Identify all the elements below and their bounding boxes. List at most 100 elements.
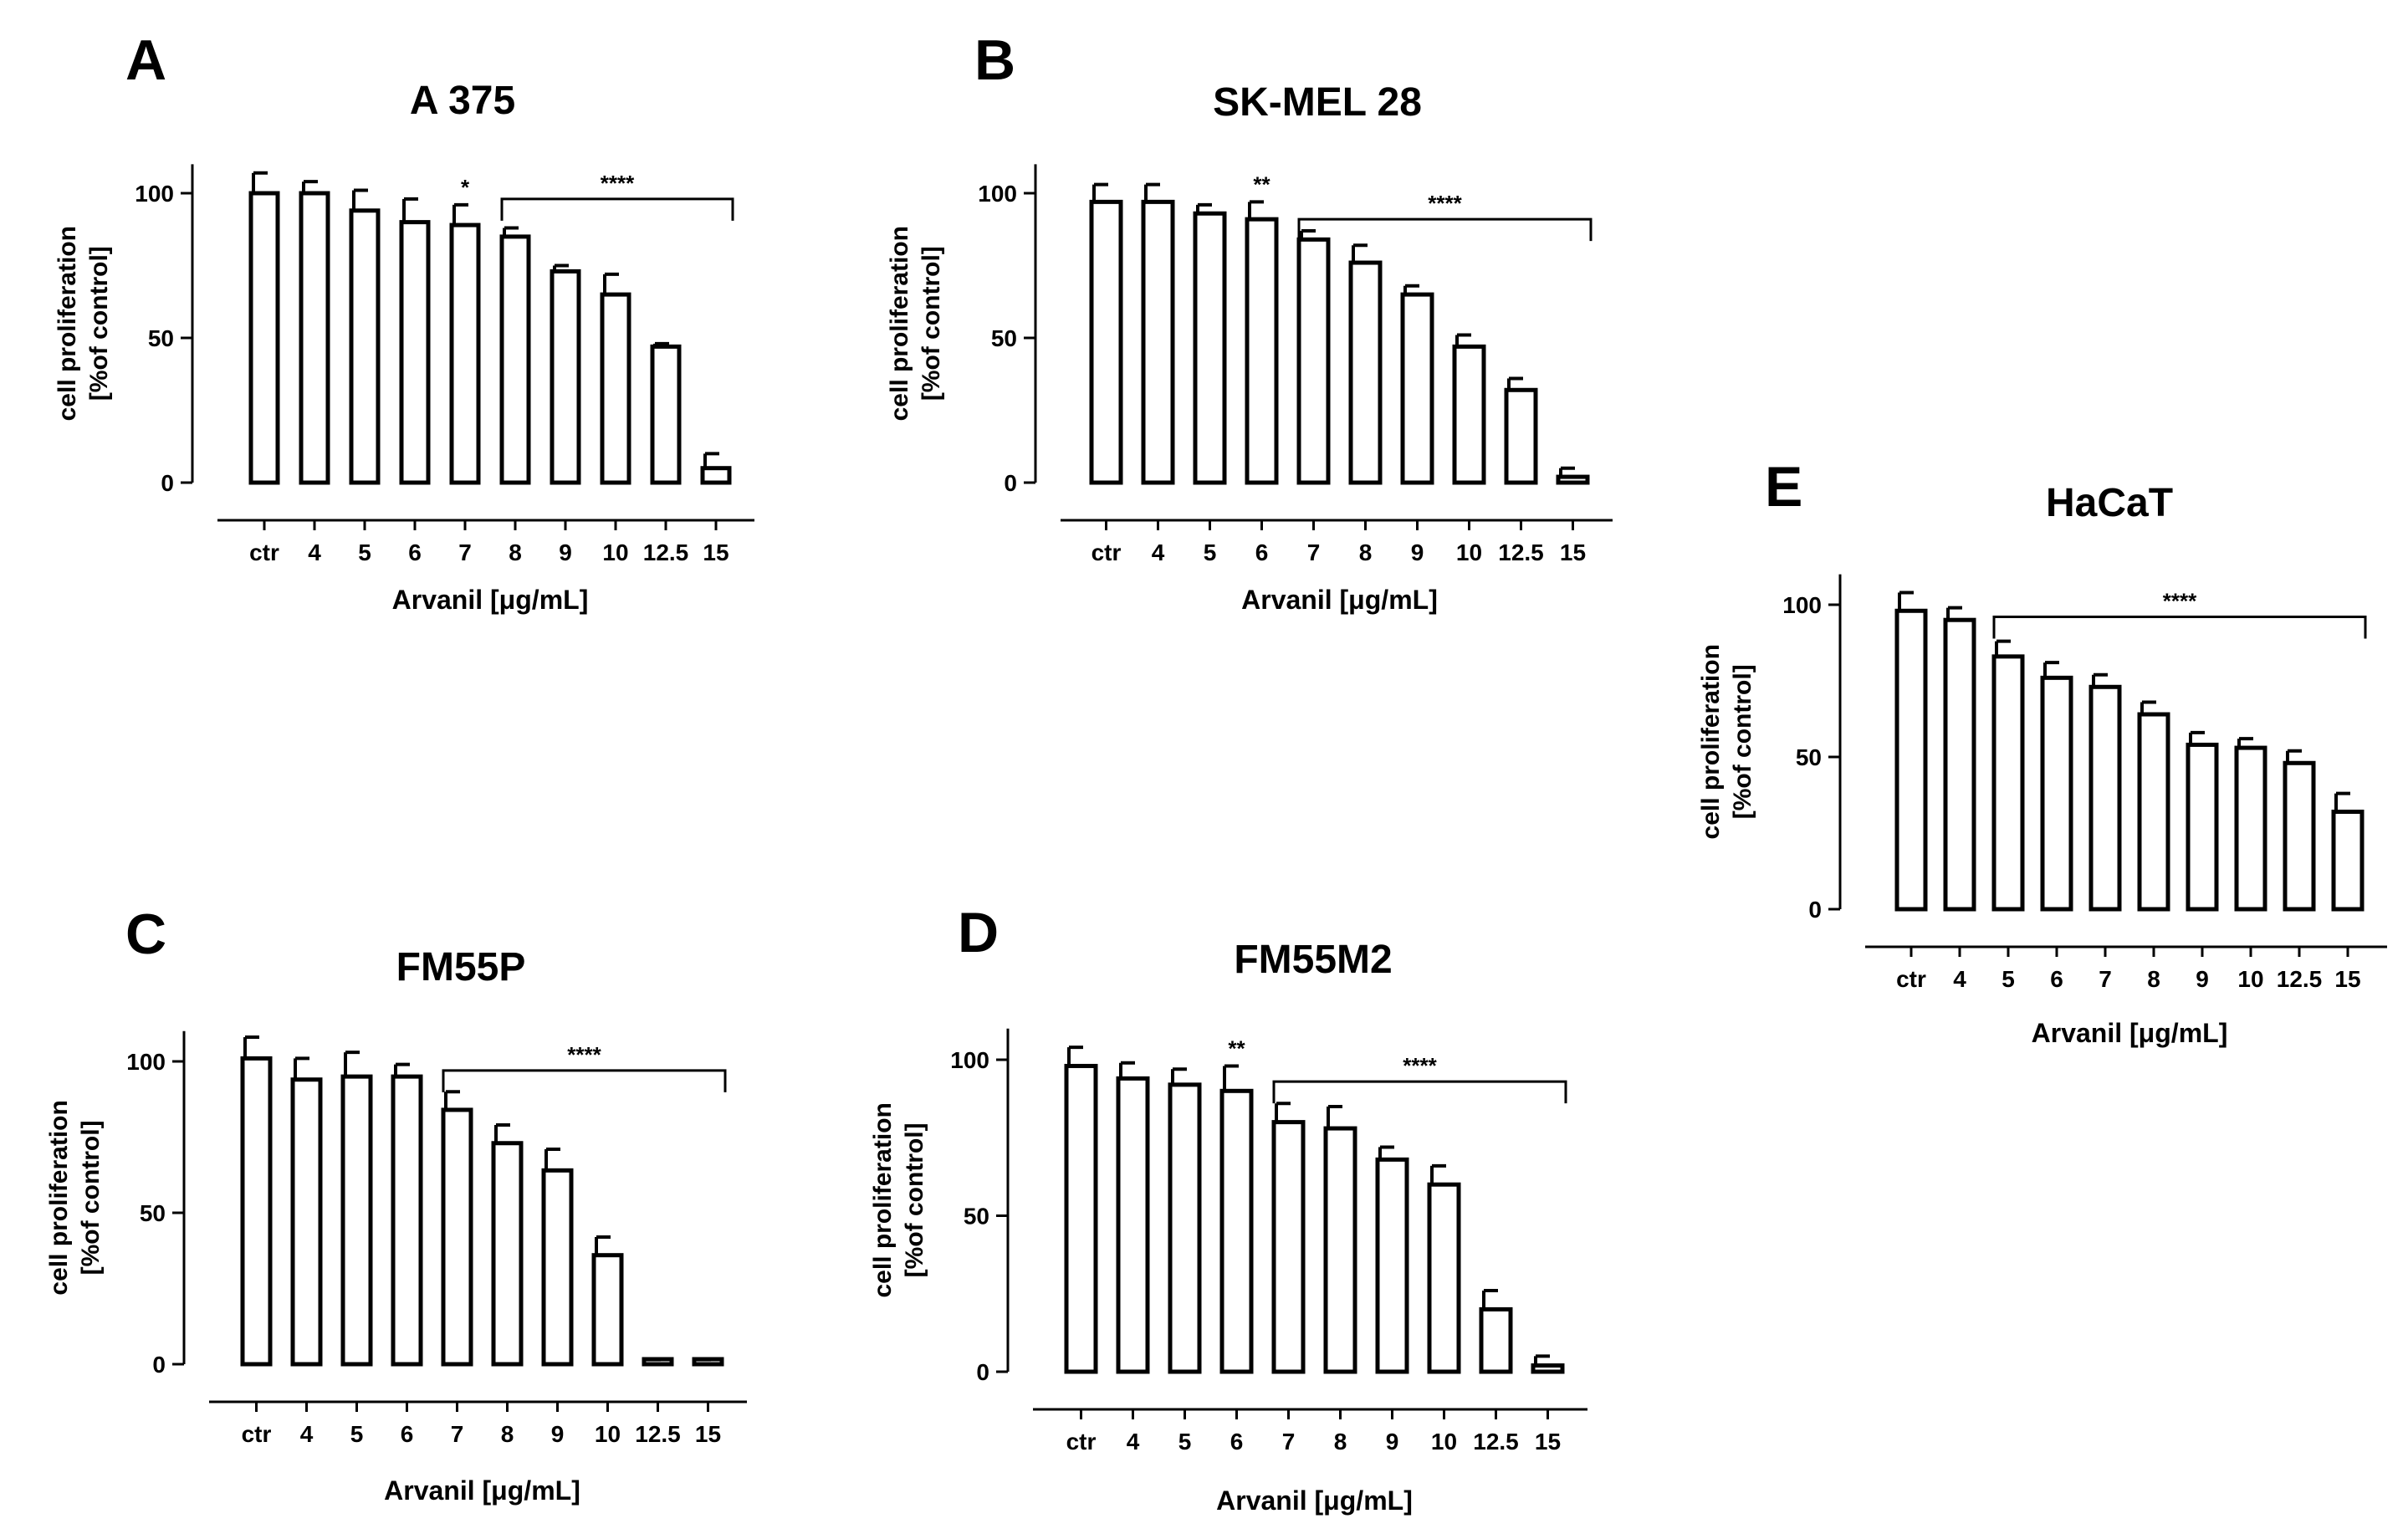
panel-letter: E	[1765, 455, 1802, 519]
bar	[1168, 1082, 1202, 1374]
bar	[550, 268, 581, 485]
x-tick-label: 7	[458, 539, 472, 565]
panel-letter: D	[958, 901, 999, 964]
x-tick-label: ctr	[1092, 539, 1122, 565]
x-tick-label: 12.5	[643, 539, 689, 565]
x-axis-label: Arvanil [μg/mL]	[1241, 585, 1438, 615]
x-axis-label: Arvanil [μg/mL]	[392, 585, 589, 615]
significance-bracket-label: ****	[567, 1042, 601, 1067]
x-tick-label: 10	[1431, 1429, 1457, 1455]
x-tick-label: 12.5	[1473, 1429, 1519, 1455]
bar	[1296, 237, 1331, 485]
bar	[491, 1141, 524, 1367]
significance-bracket-label: ****	[1428, 191, 1462, 216]
x-tick-label: 10	[602, 539, 628, 565]
significance-bracket	[1272, 1080, 1567, 1104]
y-tick-label: 50	[148, 325, 174, 351]
chart-title: A 375	[410, 79, 515, 123]
chart-panel-c: C FM55P 0 50 100 cell proliferation [%of contr…	[45, 902, 747, 1506]
x-tick-label: ctr	[249, 539, 279, 565]
x-tick-label: 15	[703, 539, 729, 565]
bar	[1245, 217, 1279, 485]
significance-star: *	[461, 175, 470, 200]
chart-title: FM55M2	[1234, 938, 1392, 982]
y-tick-label: 100	[1782, 592, 1822, 618]
bar	[2186, 742, 2219, 912]
bar	[1531, 1363, 1565, 1374]
x-tick-label: 5	[358, 539, 371, 565]
bar	[2331, 810, 2365, 912]
chart-panel-a: A A 375 0 50 100 cell proliferation [%of contr…	[54, 28, 754, 615]
bar	[1116, 1076, 1150, 1374]
x-tick-label: 12.5	[2277, 966, 2323, 992]
x-tick-label: 6	[1255, 539, 1269, 565]
significance-star: **	[1228, 1035, 1245, 1061]
chart-title: SK-MEL 28	[1213, 80, 1422, 125]
x-tick-label: 8	[1359, 539, 1373, 565]
y-axis-label: cell proliferation [%of control]	[1697, 644, 1756, 839]
x-tick-label: 6	[401, 1421, 414, 1447]
bar	[290, 1077, 323, 1367]
y-tick-label: 50	[991, 325, 1017, 351]
x-tick-label: 8	[2147, 966, 2160, 992]
x-tick-label: 10	[1456, 539, 1482, 565]
bar	[541, 1168, 574, 1367]
x-tick-label: 4	[1953, 966, 1966, 992]
x-axis-label: Arvanil [μg/mL]	[384, 1475, 580, 1506]
bar	[248, 191, 280, 485]
y-axis-label: cell proliferation [%of control]	[45, 1100, 105, 1295]
x-tick-label: 7	[451, 1421, 464, 1447]
y-axis-label-line2: [%of control]	[85, 246, 113, 401]
significance-star: **	[1253, 171, 1270, 197]
bar	[1219, 1088, 1254, 1374]
x-tick-label: 12.5	[635, 1421, 681, 1447]
x-axis-label: Arvanil [μg/mL]	[2032, 1018, 2228, 1048]
x-tick-label: 15	[1535, 1429, 1561, 1455]
significance-bracket-label: ****	[601, 171, 635, 196]
significance-bracket	[1992, 616, 2367, 639]
y-axis-label-line1: cell proliferation	[45, 1100, 73, 1295]
bar	[299, 191, 330, 485]
bar	[2234, 745, 2267, 912]
bar	[1556, 474, 1590, 485]
x-tick-label: 9	[1411, 539, 1424, 565]
bar	[1089, 199, 1123, 485]
bar	[441, 1107, 473, 1367]
bar	[1271, 1120, 1306, 1374]
bar	[2283, 760, 2316, 912]
x-tick-label: 15	[1560, 539, 1586, 565]
significance-bracket-label: ****	[2163, 589, 2197, 614]
y-axis-label: cell proliferation [%of control]	[54, 226, 113, 421]
bar	[1504, 387, 1538, 485]
x-tick-label: 9	[1386, 1429, 1399, 1455]
x-axis-label: Arvanil [μg/mL]	[1216, 1485, 1413, 1516]
bar	[1400, 292, 1434, 485]
y-tick-label: 100	[978, 181, 1017, 207]
x-tick-label: 7	[1282, 1429, 1296, 1455]
y-tick-label: 0	[1004, 470, 1017, 496]
y-axis-label-line1: cell proliferation	[869, 1102, 897, 1297]
chart-title: FM55P	[396, 945, 526, 989]
x-tick-label: 6	[1230, 1429, 1244, 1455]
y-tick-label: 100	[126, 1049, 166, 1075]
y-tick-label: 100	[950, 1047, 989, 1073]
bar	[2040, 675, 2073, 912]
y-axis-label-line2: [%of control]	[901, 1122, 928, 1277]
significance-bracket	[500, 197, 734, 221]
y-axis-label-line2: [%of control]	[77, 1120, 105, 1275]
x-tick-label: 7	[2099, 966, 2112, 992]
panel-letter: C	[125, 902, 166, 966]
x-tick-label: 15	[695, 1421, 721, 1447]
y-tick-label: 50	[140, 1200, 166, 1226]
bar	[340, 1074, 373, 1367]
x-tick-label: ctr	[1066, 1429, 1097, 1455]
panel-letter: B	[974, 28, 1015, 92]
x-tick-label: 5	[350, 1421, 364, 1447]
chart-panel-d: D FM55M2 0 50 100 cell proliferation [%of cont…	[869, 901, 1587, 1516]
bar	[349, 208, 381, 485]
y-axis-label: cell proliferation [%of control]	[886, 226, 945, 421]
x-tick-label: 9	[2196, 966, 2209, 992]
bar	[1348, 260, 1383, 485]
bar	[650, 344, 682, 485]
